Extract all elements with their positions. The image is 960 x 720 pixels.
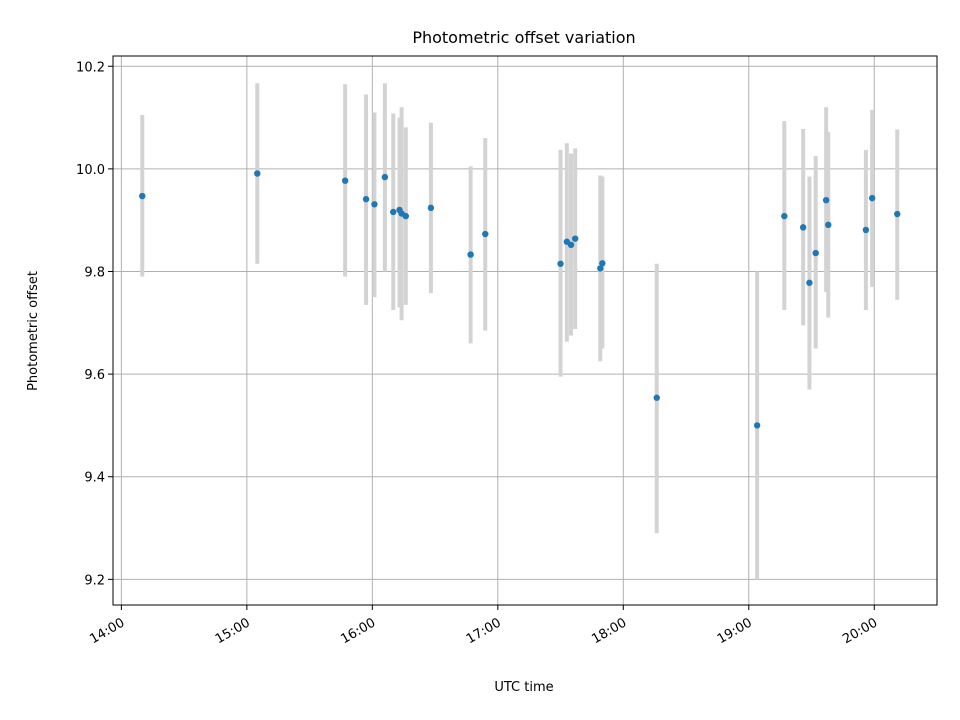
data-point	[482, 230, 489, 238]
x-tick-label: 15:00	[213, 615, 253, 647]
x-tick-label: 20:00	[840, 615, 880, 647]
data-point	[753, 422, 761, 429]
chart-title: Photometric offset variation	[412, 28, 635, 47]
data-points	[139, 170, 901, 429]
data-point	[427, 204, 435, 212]
x-tick-label: 18:00	[589, 615, 629, 647]
x-tick-label: 19:00	[715, 615, 755, 647]
y-tick-label: 9.8	[84, 265, 105, 280]
data-point	[781, 212, 788, 220]
y-tick-label: 9.6	[84, 368, 105, 383]
data-point	[862, 226, 870, 234]
data-point	[894, 210, 901, 218]
x-axis-label: UTC time	[494, 680, 553, 695]
x-tick-label: 16:00	[338, 615, 378, 647]
y-axis: 9.2 9.4 9.6 9.8 10.0 10.2	[76, 60, 113, 588]
data-point	[390, 208, 397, 216]
data-point	[597, 265, 604, 272]
data-point	[806, 279, 813, 286]
data-point	[402, 212, 409, 220]
y-tick-label: 10.0	[76, 163, 105, 178]
y-axis-label: Photometric offset	[26, 271, 41, 391]
plot-frame	[112, 55, 938, 606]
y-tick-label: 9.4	[84, 471, 105, 486]
data-point	[599, 260, 606, 267]
y-tick-label: 9.2	[84, 573, 105, 588]
grid	[113, 56, 937, 605]
data-point	[567, 241, 575, 249]
data-point	[571, 235, 579, 242]
x-tick-label: 14:00	[87, 615, 127, 647]
data-point	[822, 196, 830, 204]
data-point	[812, 249, 819, 257]
error-bars	[140, 83, 900, 580]
data-point	[825, 221, 832, 229]
data-point	[254, 170, 261, 177]
data-point	[653, 394, 660, 401]
data-point	[362, 195, 370, 203]
data-point	[341, 177, 349, 184]
x-axis: 14:00 15:00 16:00 17:00 18:00 19:00 20:00	[87, 605, 880, 647]
data-point	[139, 192, 146, 200]
data-point	[868, 194, 876, 202]
x-tick-label: 17:00	[464, 615, 504, 647]
data-point	[467, 251, 474, 258]
data-point	[799, 224, 807, 231]
data-point	[557, 260, 564, 267]
data-point	[381, 173, 389, 181]
y-tick-label: 10.2	[76, 60, 105, 75]
data-point	[371, 201, 378, 208]
